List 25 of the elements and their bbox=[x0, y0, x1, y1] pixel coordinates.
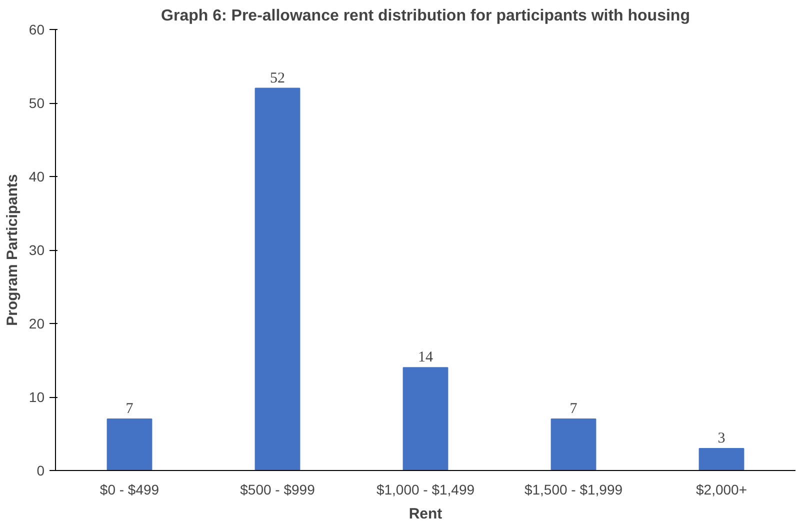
y-axis-title: Program Participants bbox=[4, 174, 21, 326]
data-label: 7 bbox=[570, 401, 578, 418]
bar bbox=[402, 367, 448, 470]
y-tick-label: 60 bbox=[28, 22, 45, 38]
bar bbox=[254, 88, 300, 470]
y-tick-label: 30 bbox=[28, 242, 45, 258]
x-tick-label: $1,500 - $1,999 bbox=[524, 482, 623, 498]
y-tick-label: 40 bbox=[28, 168, 45, 184]
data-label: 3 bbox=[718, 430, 726, 446]
y-tick-label: 50 bbox=[28, 95, 45, 111]
data-label: 14 bbox=[418, 350, 434, 366]
y-tick-label: 0 bbox=[36, 462, 45, 478]
chart-title: Graph 6: Pre-allowance rent distribution for participants with housing bbox=[161, 8, 690, 24]
y-tick-label: 20 bbox=[28, 316, 45, 332]
data-label: 7 bbox=[126, 401, 134, 418]
data-label: 52 bbox=[270, 70, 285, 86]
bar bbox=[106, 418, 152, 470]
x-tick-label: $1,000 - $1,499 bbox=[376, 482, 475, 498]
x-tick-label: $2,000+ bbox=[696, 482, 747, 498]
x-tick-label: $500 - $999 bbox=[240, 482, 316, 498]
x-tick-label: $0 - $499 bbox=[100, 482, 160, 498]
bar bbox=[550, 418, 596, 470]
bar bbox=[698, 448, 744, 470]
y-tick-label: 10 bbox=[28, 389, 45, 405]
x-axis-title: Rent bbox=[408, 506, 442, 522]
